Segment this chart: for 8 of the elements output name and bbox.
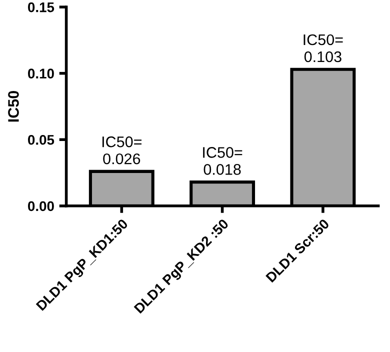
y-tick-label: 0.05	[28, 134, 54, 145]
y-tick-label: 0.15	[28, 2, 54, 12]
y-axis-title: IC50	[8, 90, 19, 122]
data-label: IC50= 0.026	[102, 136, 142, 164]
data-label: IC50= 0.103	[304, 34, 343, 62]
data-label: IC50= 0.018	[203, 147, 242, 175]
y-tick-label: 0.00	[28, 201, 54, 212]
y-tick-label: 0.10	[28, 68, 54, 79]
